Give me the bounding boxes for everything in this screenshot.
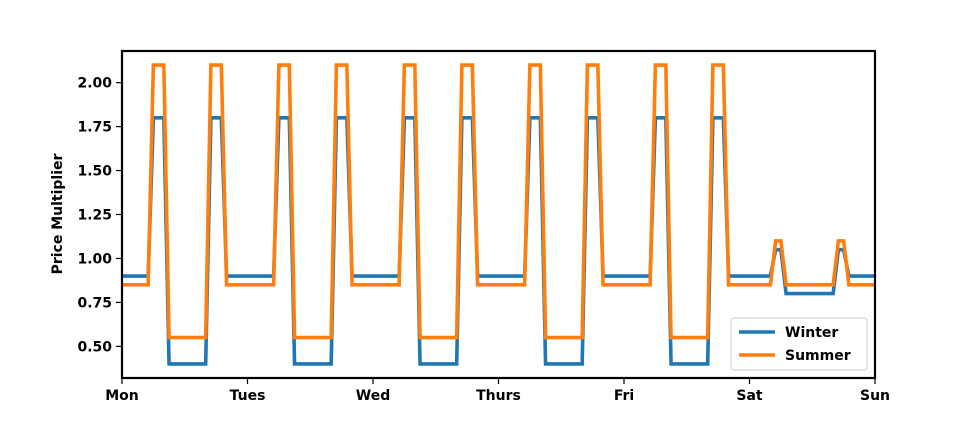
y-axis-label: Price Multiplier <box>50 153 66 274</box>
y-tick-label: 1.50 <box>77 164 112 180</box>
plot-frame <box>120 49 877 380</box>
y-tick-label: 1.75 <box>77 120 112 136</box>
y-tick-label: 1.25 <box>77 208 112 224</box>
legend-label-winter: Winter <box>785 325 838 341</box>
x-tick-label: Thurs <box>476 388 521 404</box>
y-tick-label: 0.75 <box>77 295 112 311</box>
x-tick-label: Wed <box>356 388 390 404</box>
series-line-summer <box>122 63 875 340</box>
legend: Winter Summer <box>730 317 868 371</box>
x-tick-label: Mon <box>105 388 139 404</box>
y-tick-label: 1.00 <box>77 251 112 267</box>
series-layer <box>122 63 875 366</box>
x-axis-ticks: Mon Tues Wed Thurs Fri Sat Sun <box>105 378 890 404</box>
x-tick-label: Sat <box>736 388 763 404</box>
x-tick-label: Tues <box>230 388 266 404</box>
legend-label-summer: Summer <box>785 348 851 364</box>
y-axis-ticks: 0.50 0.75 1.00 1.25 1.50 1.75 2.00 <box>77 76 122 355</box>
y-tick-label: 0.50 <box>77 339 112 355</box>
x-tick-label: Sun <box>860 388 890 404</box>
x-tick-label: Fri <box>614 388 634 404</box>
y-tick-label: 2.00 <box>77 76 112 92</box>
